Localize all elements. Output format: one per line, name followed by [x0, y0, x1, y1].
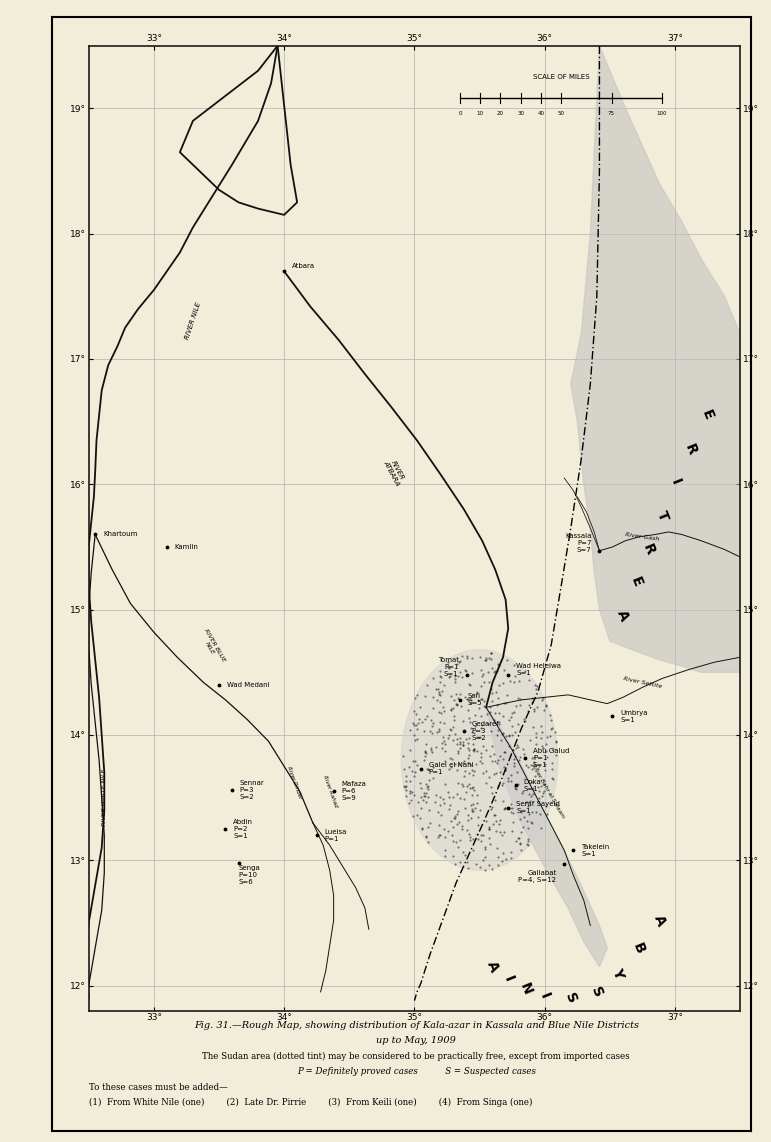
Text: 75: 75 — [608, 111, 615, 115]
Text: Seraf Sayeid
S=1: Seraf Sayeid S=1 — [516, 802, 560, 814]
Text: Galel el Nahl
P=1: Galel el Nahl P=1 — [429, 763, 473, 775]
Text: 20: 20 — [497, 111, 504, 115]
Text: 0: 0 — [458, 111, 462, 115]
Text: Sennar
P=3
S=2: Sennar P=3 S=2 — [240, 780, 264, 801]
Text: I: I — [537, 990, 552, 1000]
Text: E: E — [628, 576, 645, 589]
Text: River Bahr el Salaam: River Bahr el Salaam — [530, 763, 565, 820]
Text: Senga
P=10
S=6: Senga P=10 S=6 — [238, 866, 261, 885]
Text: A: A — [651, 912, 668, 928]
Text: T: T — [654, 508, 670, 523]
Text: Sofi
S=5: Sofi S=5 — [468, 693, 483, 707]
Text: I: I — [668, 477, 682, 486]
Text: Gallabat
P=4, S=12: Gallabat P=4, S=12 — [518, 870, 557, 883]
Text: Kassala
P=7
S=7: Kassala P=7 S=7 — [565, 533, 591, 553]
Text: (1)  From White Nile (one)        (2)  Late Dr. Pirrie        (3)  From Keili (o: (1) From White Nile (one) (2) Late Dr. P… — [89, 1097, 532, 1107]
Text: S: S — [562, 991, 579, 1005]
Text: Doka
S=1: Doka S=1 — [524, 779, 541, 791]
Text: Mafaza
P=6
S=9: Mafaza P=6 S=9 — [342, 781, 366, 802]
Text: RIVER NILE: RIVER NILE — [184, 301, 202, 340]
Text: To these cases must be added—: To these cases must be added— — [89, 1083, 227, 1092]
Text: P = Definitely proved cases          S = Suspected cases: P = Definitely proved cases S = Suspecte… — [297, 1067, 536, 1076]
Text: Atbara: Atbara — [292, 264, 315, 270]
Text: 100: 100 — [657, 111, 667, 115]
Text: River Gash: River Gash — [625, 532, 660, 541]
Text: S: S — [588, 984, 605, 999]
Text: RIVER BLUE
NILE: RIVER BLUE NILE — [198, 628, 227, 666]
Text: Wad Heleiwa
S=1: Wad Heleiwa S=1 — [516, 664, 561, 676]
Text: The Sudan area (dotted tint) may be considered to be practically free, except fr: The Sudan area (dotted tint) may be cons… — [203, 1052, 630, 1061]
Text: 50: 50 — [557, 111, 564, 115]
Text: River Rahad: River Rahad — [322, 774, 338, 809]
Text: Y: Y — [609, 966, 626, 980]
Text: 40: 40 — [537, 111, 544, 115]
Text: RIVER WHITE NILE: RIVER WHITE NILE — [102, 769, 107, 827]
Text: 30: 30 — [517, 111, 524, 115]
Text: Lueisa
P=1: Lueisa P=1 — [325, 829, 347, 842]
Text: E: E — [699, 409, 715, 423]
Text: Gedaref
P=3
S=2: Gedaref P=3 S=2 — [472, 722, 500, 741]
Text: Fig. 31.—Rough Map, showing distribution of Kala-azar in Kassala and Blue Nile D: Fig. 31.—Rough Map, showing distribution… — [194, 1021, 639, 1030]
Text: R: R — [641, 541, 658, 557]
Text: SCALE OF MILES: SCALE OF MILES — [533, 73, 589, 80]
Text: River Settite: River Settite — [623, 676, 662, 689]
Text: Kamlin: Kamlin — [175, 544, 199, 550]
Polygon shape — [402, 650, 557, 870]
Text: River Dinder: River Dinder — [286, 765, 303, 799]
Text: Abdin
P=2
S=1: Abdin P=2 S=1 — [234, 819, 254, 839]
Text: R: R — [682, 442, 699, 457]
Polygon shape — [571, 46, 740, 673]
Text: Takelein
S=1: Takelein S=1 — [581, 844, 609, 856]
Text: 10: 10 — [476, 111, 483, 115]
Text: Wad Medani: Wad Medani — [227, 682, 269, 687]
Text: Abu Galud
P=1
S=1: Abu Galud P=1 S=1 — [533, 748, 569, 767]
Text: N: N — [517, 981, 534, 997]
Text: RIVER
ATBARA: RIVER ATBARA — [382, 457, 407, 486]
Text: Khartoum: Khartoum — [103, 531, 137, 538]
Text: Tomat
P=1
S=1: Tomat P=1 S=1 — [438, 658, 459, 677]
Text: B: B — [630, 941, 647, 956]
Polygon shape — [486, 707, 608, 967]
Text: Umbrya
S=1: Umbrya S=1 — [621, 709, 648, 723]
Text: A: A — [484, 959, 501, 974]
Text: up to May, 1909: up to May, 1909 — [376, 1036, 456, 1045]
Text: A: A — [614, 609, 631, 624]
Text: I: I — [501, 974, 516, 984]
